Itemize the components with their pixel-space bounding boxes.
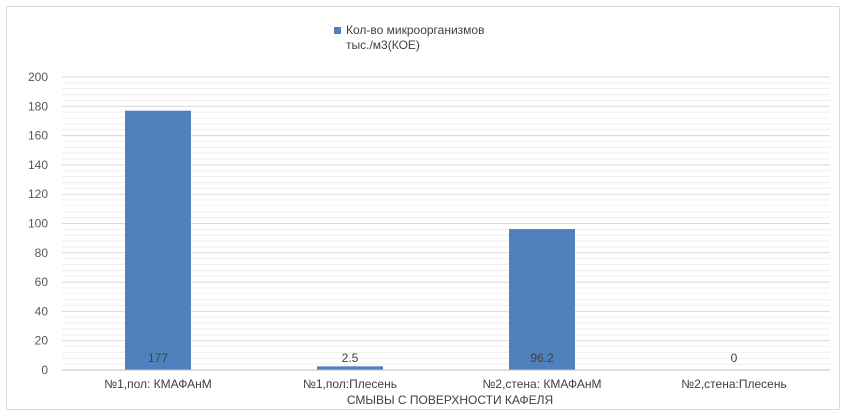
bar — [509, 229, 575, 370]
y-tick-label: 140 — [28, 158, 48, 172]
y-axis-tick-labels: 0 20 40 60 80 100 120 140 160 180 200 — [28, 70, 48, 377]
bar — [125, 110, 191, 370]
bar — [317, 366, 383, 370]
bars — [125, 110, 575, 370]
legend-swatch — [334, 27, 341, 34]
x-category-label: №1,пол:Плесень — [303, 377, 397, 391]
data-label: 96.2 — [530, 351, 554, 365]
data-label: 0 — [731, 351, 738, 365]
y-tick-label: 0 — [41, 363, 48, 377]
y-tick-label: 100 — [28, 217, 48, 231]
x-category-label: №2,стена: КМАФАнМ — [483, 377, 602, 391]
x-axis-title: СМЫВЫ С ПОВЕРХНОСТИ КАФЕЛЯ — [347, 393, 553, 407]
legend-label-line-2: тыс./м3(КОЕ) — [346, 38, 420, 52]
x-category-label: №1,пол: КМАФАнМ — [104, 377, 212, 391]
legend: Кол-во микроорганизмов тыс./м3(КОЕ) — [334, 23, 484, 52]
y-tick-label: 80 — [35, 246, 49, 260]
legend-label-line-1: Кол-во микроорганизмов — [346, 23, 484, 37]
data-labels: 177 2.5 96.2 0 — [148, 351, 738, 365]
y-tick-label: 60 — [35, 275, 49, 289]
data-label: 177 — [148, 351, 168, 365]
y-tick-label: 20 — [35, 334, 49, 348]
y-tick-label: 180 — [28, 99, 48, 113]
y-tick-label: 200 — [28, 70, 48, 84]
y-tick-label: 160 — [28, 129, 48, 143]
data-label: 2.5 — [342, 351, 359, 365]
x-axis: №1,пол: КМАФАнМ №1,пол:Плесень №2,стена: К… — [62, 369, 830, 391]
x-category-label: №2,стена:Плесень — [681, 377, 786, 391]
y-tick-label: 120 — [28, 187, 48, 201]
y-tick-label: 40 — [35, 304, 49, 318]
